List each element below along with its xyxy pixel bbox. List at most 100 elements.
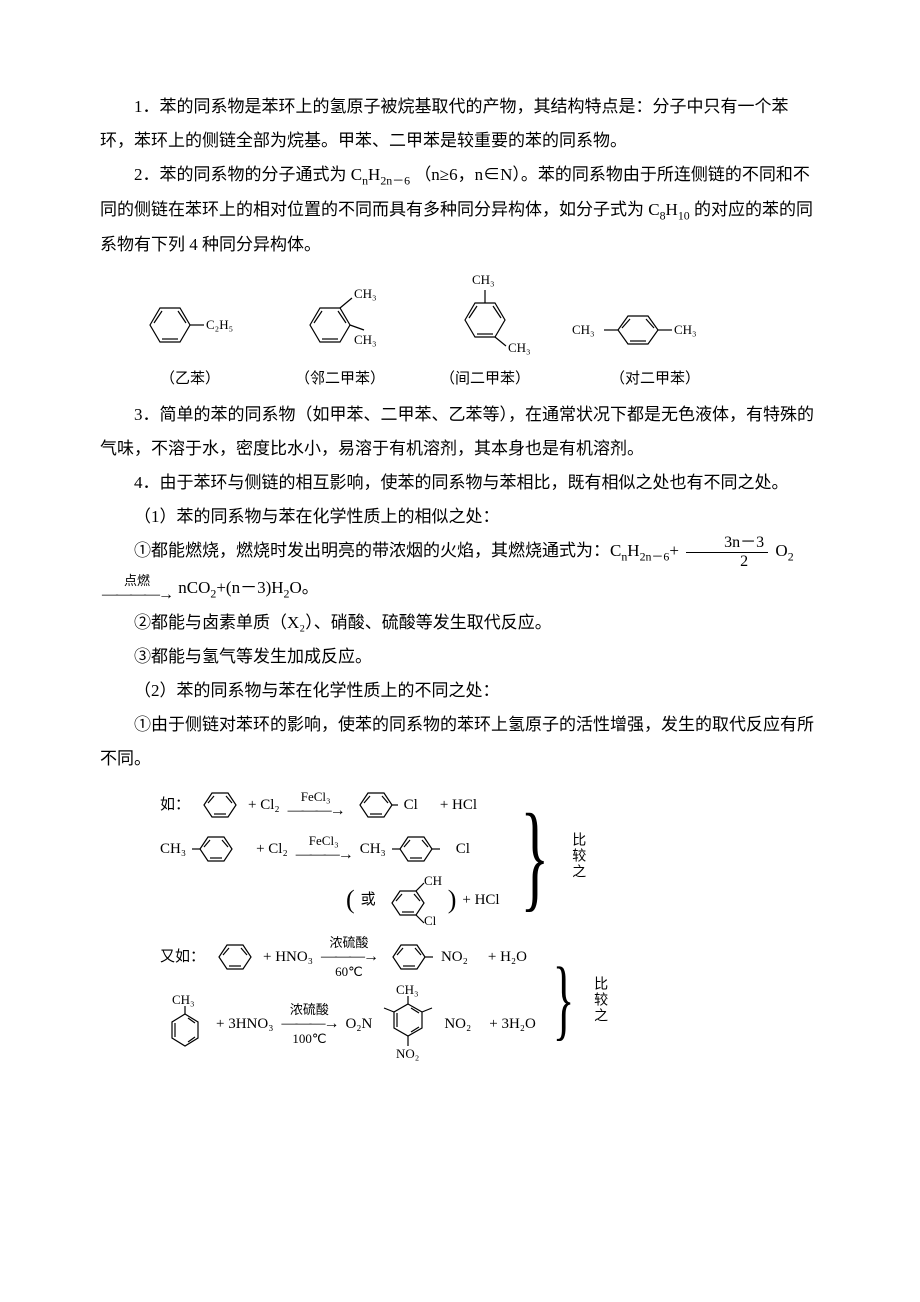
- svg-text:Cl: Cl: [424, 913, 437, 925]
- fecl3-arrow-1: FeCl₃———→: [288, 790, 344, 819]
- rxn-benzene-hno3: 又如： + HNO₃ 浓硫酸 ———→ 60℃ NO₂ + H₂O: [160, 936, 536, 978]
- no2-1: NO₂: [441, 942, 468, 972]
- diff-1: ①由于侧链对苯环的影响，使苯的同系物的苯环上氢原子的活性增强，发生的取代反应有所…: [100, 708, 820, 776]
- clause-3: ③都能与氢气等发生加成反应。: [100, 640, 820, 674]
- fig-label-d: （对二甲苯）: [610, 364, 700, 394]
- svg-text:CH₃: CH₃: [572, 322, 595, 337]
- para-4: 4．由于苯环与侧链的相互影响，使苯的同系物与苯相比，既有相似之处也有不同之处。: [100, 466, 820, 500]
- h2o-1: + H₂O: [488, 942, 527, 972]
- frac-den: 2: [702, 553, 752, 571]
- svg-text:CH₃: CH₃: [354, 286, 377, 301]
- svg-text:CH₃: CH₃: [508, 340, 531, 355]
- cl-1: Cl: [404, 790, 418, 820]
- brace-2: } 比较之: [542, 959, 613, 1040]
- compare-label-2: 比较之: [585, 976, 613, 1024]
- eq-end: O。: [289, 578, 318, 597]
- h2so4-arrow-2: 浓硫酸 ———→ 100℃: [281, 1003, 337, 1045]
- fig-m-xylene: CH₃ CH₃ （间二甲苯）: [430, 270, 540, 394]
- nitration-group: 又如： + HNO₃ 浓硫酸 ———→ 60℃ NO₂ + H₂O: [160, 936, 820, 1064]
- h2o-3: + 3H₂O: [489, 1009, 536, 1039]
- compare-label-1: 比较之: [563, 832, 591, 880]
- chlorination-lines: 如： + Cl₂ FeCl₃———→ Cl + HCl CH₃ + Cl₂ Fe…: [160, 786, 500, 926]
- section-1: （1）苯的同系物与苯在化学性质上的相似之处：: [100, 500, 820, 534]
- eq-o2: O2: [775, 541, 793, 560]
- ch3-left: CH₃: [160, 834, 186, 864]
- formula-c8h10: 8H10: [660, 200, 690, 219]
- brace-1: } 比较之: [506, 802, 592, 910]
- cond-b2: 100℃: [292, 1032, 326, 1045]
- brace-icon-2: }: [553, 959, 575, 1040]
- cond-a2: 60℃: [335, 965, 363, 978]
- toluene-icon: [192, 831, 250, 867]
- ignite-arrow: 点燃 ————→: [102, 574, 172, 603]
- frac-num: 3n－3: [686, 534, 768, 553]
- eq-reactant: nH2n－6: [621, 541, 669, 560]
- o-chlorotoluene-icon: CH₃ Cl: [382, 875, 442, 925]
- c1a: ①都能燃烧，燃烧时发出明亮的带浓烟的火焰，其燃烧通式为：C: [134, 541, 621, 560]
- arrow-icon-3: ———→: [321, 949, 377, 965]
- svg-text:CH₃: CH₃: [172, 994, 195, 1007]
- combustion-para: ①都能燃烧，燃烧时发出明亮的带浓烟的火焰，其燃烧通式为：CnH2n－6+ 3n－…: [100, 534, 820, 570]
- arrow-icon-4: ———→: [281, 1016, 337, 1032]
- arrow-icon-1: ———→: [288, 803, 344, 819]
- hcl-2: + HCl: [462, 885, 499, 915]
- cond-b1: 浓硫酸: [290, 1003, 329, 1016]
- nitration-lines: 又如： + HNO₃ 浓硫酸 ———→ 60℃ NO₂ + H₂O: [160, 936, 536, 1064]
- chlorination-group: 如： + Cl₂ FeCl₃———→ Cl + HCl CH₃ + Cl₂ Fe…: [160, 786, 820, 926]
- tnt-icon: CH₃ NO₂: [378, 984, 438, 1064]
- ch3-prod: CH₃: [360, 834, 386, 864]
- chlorination-block: 如： + Cl₂ FeCl₃———→ Cl + HCl CH₃ + Cl₂ Fe…: [160, 786, 820, 926]
- p-chlorotoluene-icon: [392, 831, 450, 867]
- eq-plus: +: [669, 541, 679, 560]
- o2n-label: O₂N: [345, 1009, 372, 1039]
- cl-2: Cl: [456, 834, 470, 864]
- section-2: （2）苯的同系物与苯在化学性质上的不同之处：: [100, 674, 820, 708]
- nitration-block: 又如： + HNO₃ 浓硫酸 ———→ 60℃ NO₂ + H₂O: [160, 936, 820, 1064]
- eq-nco2: nCO: [178, 578, 210, 597]
- no2-2: NO₂: [444, 1009, 471, 1039]
- svg-text:CH₃: CH₃: [354, 332, 377, 347]
- fig-o-xylene: CH₃ CH₃ （邻二甲苯）: [280, 280, 400, 394]
- arrow-icon-2: ———→: [296, 847, 352, 863]
- combustion-line2: 点燃 ————→ nCO2+(n－3)H2O。: [100, 571, 820, 606]
- eq-prod: nCO2+(n－3)H2O。: [178, 578, 319, 597]
- benzene-icon: [196, 787, 242, 823]
- svg-text:NO₂: NO₂: [396, 1046, 419, 1061]
- m-xylene-svg: CH₃ CH₃: [430, 270, 540, 360]
- hcl-1: + HCl: [440, 790, 477, 820]
- o-xylene-svg: CH₃ CH₃: [280, 280, 400, 360]
- lparen-icon: (: [346, 874, 355, 926]
- rxn-or-line: ( 或 CH₃ Cl ) + HCl: [160, 874, 500, 926]
- fraction-icon: 3n－3 2: [686, 534, 768, 570]
- svg-text:CH₃: CH₃: [396, 984, 419, 997]
- or-label: 或: [361, 885, 376, 915]
- svg-text:CH₃: CH₃: [424, 875, 442, 888]
- fig-label-c: （间二甲苯）: [440, 364, 530, 394]
- chlorobenzene-icon: [352, 787, 398, 823]
- svg-text:CH₃: CH₃: [472, 272, 495, 287]
- cond-a1: 浓硫酸: [329, 936, 368, 949]
- plus-hno3: + HNO₃: [263, 942, 313, 972]
- nitrobenzene-icon: [385, 939, 435, 975]
- benzene-icon-2: [211, 939, 257, 975]
- toluene-vert-icon: CH₃: [160, 994, 210, 1054]
- fig-label-a: （乙苯）: [160, 364, 220, 394]
- page: 1．苯的同系物是苯环上的氢原子被烷基取代的产物，其结构特点是：分子中只有一个苯环…: [0, 0, 920, 1134]
- fig-p-xylene: CH₃ CH₃ （对二甲苯）: [570, 300, 740, 394]
- para-1: 1．苯的同系物是苯环上的氢原子被烷基取代的产物，其结构特点是：分子中只有一个苯环…: [100, 90, 820, 158]
- arrow-icon: ————→: [102, 587, 172, 603]
- brace-icon-1: }: [520, 802, 549, 910]
- ethylbenzene-svg: C₂H₅: [130, 290, 250, 360]
- isomer-figure-row: C₂H₅ （乙苯） CH₃ CH₃ （邻二甲苯）: [130, 270, 820, 394]
- plus-cl2-1: + Cl₂: [248, 790, 280, 820]
- para-2: 2．苯的同系物的分子通式为 CnH2n－6 （n≥6，n∈N）。苯的同系物由于所…: [100, 158, 820, 262]
- eq-h2o-frag: +(n－3)H: [216, 578, 283, 597]
- rparen-icon: ): [448, 874, 457, 926]
- plus-cl2-2: + Cl₂: [256, 834, 288, 864]
- rxn-toluene-cl2: CH₃ + Cl₂ FeCl₃———→ CH₃ Cl: [160, 830, 500, 868]
- fecl3-arrow-2: FeCl₃———→: [296, 834, 352, 863]
- p2-a: 2．苯的同系物的分子通式为 C: [134, 165, 362, 184]
- like-label: 如：: [160, 790, 190, 820]
- svg-text:C₂H₅: C₂H₅: [206, 317, 233, 332]
- para-3: 3．简单的苯的同系物（如甲苯、二甲苯、乙苯等），在通常状况下都是无色液体，有特殊…: [100, 398, 820, 466]
